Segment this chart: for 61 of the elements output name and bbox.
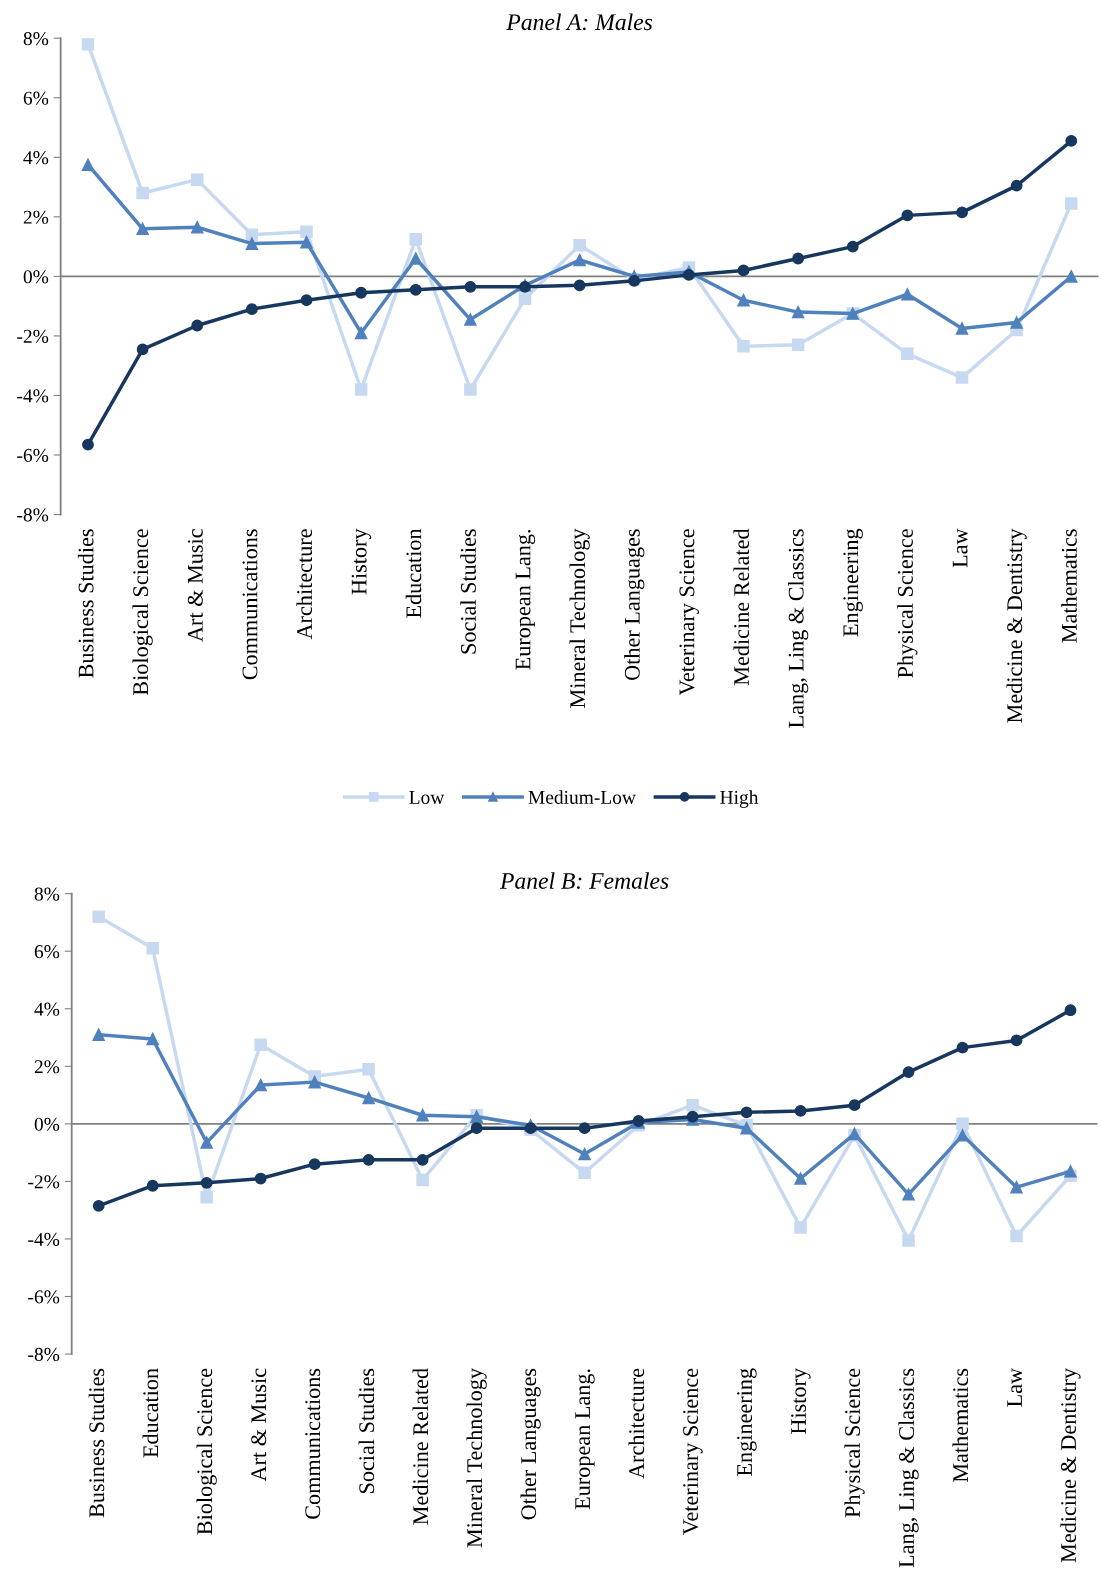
x-tick-label: Lang, Ling & Classics <box>788 529 809 728</box>
x-tick-label: Mineral Technology <box>466 1368 487 1548</box>
y-tick-label: 2% <box>23 210 49 224</box>
x-tick-label: History <box>791 1368 811 1434</box>
x-tick-label: European Lang. <box>515 529 536 670</box>
y-tick-label: 8% <box>34 887 60 901</box>
y-tick-label: 2% <box>34 1060 60 1074</box>
y-tick-label: 8% <box>23 32 49 46</box>
x-tick-label: Mathematics <box>1061 529 1077 643</box>
x-tick-label: Medicine & Dentistry <box>1006 528 1027 723</box>
x-tick-label: Medicine & Dentistry <box>1060 1368 1081 1563</box>
x-tick-label: Mathematics <box>952 1368 969 1483</box>
x-tick-label: Engineering <box>843 528 863 637</box>
x-tick-label: Communications <box>242 529 258 680</box>
y-tick-label: -2% <box>28 1175 60 1189</box>
y-tick-label: -8% <box>17 508 49 522</box>
x-tick-label: Social Studies <box>358 1368 375 1493</box>
x-tick-label: Business Studies <box>88 1368 105 1518</box>
y-tick-label: 6% <box>34 945 60 959</box>
legend-label: High <box>720 790 759 808</box>
x-tick-label: Biological Science <box>196 1368 217 1535</box>
y-tick-label: -6% <box>28 1290 60 1304</box>
x-tick-label: Law <box>1007 1368 1023 1407</box>
x-tick-label: Medicine Related <box>733 528 750 686</box>
chart-title: Panel A: Males <box>506 13 653 31</box>
y-tick-label: -8% <box>28 1347 60 1362</box>
x-tick-label: Other Languages <box>520 1368 541 1520</box>
x-tick-label: Veterinary Science <box>679 529 699 696</box>
x-tick-label: Communications <box>305 1368 321 1519</box>
y-tick-label: -4% <box>28 1232 60 1246</box>
x-tick-label: Physical Science <box>897 529 918 678</box>
y-tick-label: -4% <box>17 389 49 403</box>
y-tick-label: 4% <box>34 1002 60 1016</box>
x-tick-label: Veterinary Science <box>683 1368 703 1535</box>
x-tick-label: Biological Science <box>132 529 153 696</box>
y-tick-label: 4% <box>23 151 49 165</box>
chart-title: Panel B: Females <box>499 872 669 889</box>
x-tick-label: Other Languages <box>624 529 645 680</box>
x-tick-label: Art & Music <box>187 529 203 642</box>
x-tick-label: Architecture <box>296 529 313 640</box>
x-tick-label: Mineral Technology <box>569 528 590 708</box>
x-tick-label: European Lang. <box>575 1369 595 1510</box>
y-tick-label: 0% <box>23 270 49 284</box>
x-tick-label: Education <box>142 1368 159 1458</box>
x-tick-label: Physical Science <box>844 1368 865 1518</box>
y-tick-label: -6% <box>17 448 49 462</box>
y-tick-label: -2% <box>17 329 49 343</box>
y-tick-label: 6% <box>23 91 49 105</box>
x-tick-label: History <box>351 528 372 595</box>
x-tick-label: Law <box>952 528 968 568</box>
x-tick-label: Architecture <box>628 1368 645 1479</box>
x-tick-label: Medicine Related <box>412 1368 429 1525</box>
x-tick-label: Social Studies <box>460 529 476 654</box>
x-tick-label: Business Studies <box>77 529 94 678</box>
x-tick-label: Lang, Ling & Classics <box>898 1368 919 1568</box>
x-tick-label: Art & Music <box>251 1368 267 1482</box>
legend-label: Medium-Low <box>528 790 636 804</box>
y-tick-label: 0% <box>34 1117 60 1131</box>
x-tick-label: Education <box>405 528 422 618</box>
x-tick-label: Engineering <box>737 1368 757 1476</box>
legend-label: Low <box>409 790 445 804</box>
